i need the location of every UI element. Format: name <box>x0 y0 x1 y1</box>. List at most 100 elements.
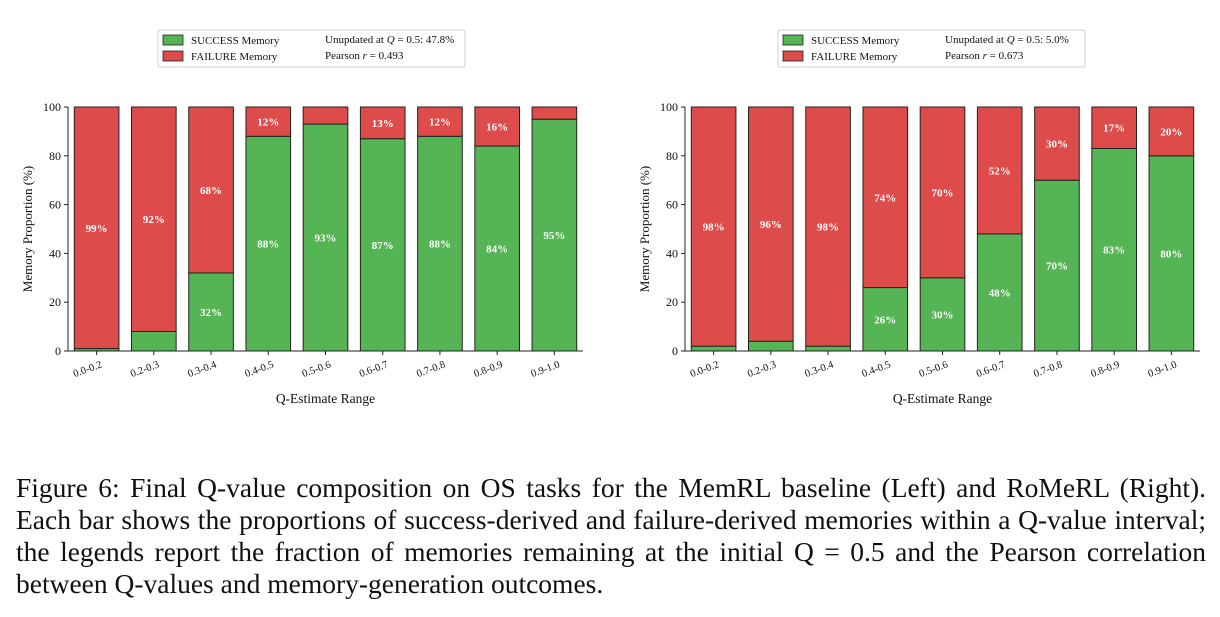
data-label-failure: 70% <box>932 187 954 199</box>
bar-failure <box>417 106 463 137</box>
data-label-failure: 98% <box>703 222 725 234</box>
data-label-failure: 12% <box>429 117 451 129</box>
y-tick-label: 100 <box>43 100 61 114</box>
y-tick-label: 80 <box>666 149 678 163</box>
x-tick-label: 0.7-0.8 <box>415 359 447 380</box>
y-tick-label: 80 <box>49 149 61 163</box>
bar-failure <box>531 106 578 120</box>
data-label-success: 88% <box>257 239 279 251</box>
x-tick-label: 0.7-0.8 <box>1032 359 1064 380</box>
data-label-success: 32% <box>200 307 222 319</box>
data-label-success: 70% <box>1046 261 1068 273</box>
y-tick-label: 0 <box>672 344 678 358</box>
data-label-success: 84% <box>486 244 508 256</box>
legend-pearson: Pearson r = 0.673 <box>945 50 1024 62</box>
bar-failure <box>805 106 851 347</box>
y-tick-label: 60 <box>49 198 61 212</box>
data-label-failure: 68% <box>200 185 222 197</box>
bar-failure <box>131 106 177 332</box>
bar-success <box>131 330 177 352</box>
x-tick-label: 0.8-0.9 <box>472 359 504 380</box>
x-tick-label: 0.2-0.3 <box>129 359 161 380</box>
data-label-failure: 17% <box>1103 123 1125 135</box>
data-label-success: 83% <box>1103 245 1125 257</box>
bar-success <box>748 340 794 352</box>
bar-success <box>690 345 737 352</box>
data-label-success: 26% <box>874 314 896 326</box>
y-tick-label: 20 <box>666 295 678 309</box>
data-label-success: 80% <box>1160 248 1182 260</box>
y-tick-label: 20 <box>49 295 61 309</box>
x-tick-label: 0.0-0.2 <box>689 359 721 380</box>
data-label-failure: 30% <box>1046 139 1068 151</box>
x-tick-label: 0.6-0.7 <box>975 359 1007 380</box>
bar-failure <box>1148 106 1195 157</box>
data-label-failure: 16% <box>486 122 508 134</box>
bar-failure <box>245 106 292 137</box>
bar-success <box>302 123 349 352</box>
y-tick-label: 100 <box>660 100 678 114</box>
x-axis-label: Q-Estimate Range <box>893 391 992 406</box>
figure-caption: Figure 6: Final Q-value composition on O… <box>16 472 1206 599</box>
bar-failure <box>1091 106 1137 149</box>
data-label-success: 88% <box>429 239 451 251</box>
data-label-success: 87% <box>372 240 394 252</box>
legend-unupdated: Unupdated at Q = 0.5: 47.8% <box>325 34 454 46</box>
data-label-failure: 98% <box>817 222 839 234</box>
figure: 99% 0.0-0.2 92% 0.2-0.3 32% 68% 0.3-0.4 88% 12% 0… <box>20 29 1200 406</box>
legend-frame <box>157 29 466 68</box>
x-tick-label: 0.4-0.5 <box>861 359 893 380</box>
x-tick-label: 0.9-1.0 <box>1147 359 1179 380</box>
legend-label: FAILURE Memory <box>811 51 898 63</box>
legend-unupdated: Unupdated at Q = 0.5: 5.0% <box>945 34 1069 46</box>
y-tick-label: 40 <box>49 246 61 260</box>
y-tick-label: 40 <box>666 246 678 260</box>
bar-success <box>919 277 966 352</box>
bar-success <box>1148 155 1195 352</box>
bar-failure <box>748 106 794 342</box>
data-label-success: 93% <box>315 233 337 245</box>
x-tick-label: 0.5-0.6 <box>301 359 333 380</box>
legend-swatch <box>782 34 804 46</box>
y-tick-label: 0 <box>55 344 61 358</box>
bar-success <box>976 233 1023 352</box>
x-tick-label: 0.4-0.5 <box>244 359 276 380</box>
bar-failure <box>1034 106 1080 181</box>
x-tick-label: 0.2-0.3 <box>746 359 778 380</box>
data-label-success: 95% <box>543 230 565 242</box>
bar-failure <box>188 106 234 274</box>
x-axis-label: Q-Estimate Range <box>276 391 375 406</box>
y-axis-label: Memory Proportion (%) <box>637 166 652 292</box>
legend-label: SUCCESS Memory <box>191 35 280 47</box>
y-tick-label: 60 <box>666 198 678 212</box>
data-label-failure: 99% <box>86 223 108 235</box>
x-tick-label: 0.8-0.9 <box>1089 359 1121 380</box>
data-label-success: 30% <box>932 309 954 321</box>
x-tick-label: 0.3-0.4 <box>186 359 218 380</box>
x-tick-label: 0.9-1.0 <box>530 359 562 380</box>
legend-swatch <box>162 50 184 62</box>
legend: SUCCESS Memory FAILURE Memory Unupdated at… <box>777 29 1086 68</box>
bar-failure <box>359 106 406 140</box>
legend: SUCCESS Memory FAILURE Memory Unupdated at… <box>157 29 466 68</box>
data-label-failure: 52% <box>989 165 1011 177</box>
bar-failure <box>862 106 909 289</box>
legend-swatch <box>162 34 184 46</box>
bar-failure <box>976 106 1023 235</box>
legend-label: SUCCESS Memory <box>811 35 900 47</box>
bar-failure <box>302 106 349 125</box>
chart-panel-left: 99% 0.0-0.2 92% 0.2-0.3 32% 68% 0.3-0.4 88% 12% 0… <box>20 29 583 406</box>
data-label-failure: 92% <box>143 214 165 226</box>
legend-frame <box>777 29 1086 68</box>
data-label-failure: 12% <box>257 117 279 129</box>
x-tick-label: 0.0-0.2 <box>72 359 104 380</box>
legend-label: FAILURE Memory <box>191 51 278 63</box>
x-tick-label: 0.3-0.4 <box>803 359 835 380</box>
bar-failure <box>73 106 120 350</box>
chart-panel-right: 98% 0.0-0.2 96% 0.2-0.3 98% 0.3-0.4 26% 74% 0.4-… <box>637 29 1200 406</box>
legend-swatch <box>782 50 804 62</box>
data-label-success: 48% <box>989 287 1011 299</box>
x-tick-label: 0.6-0.7 <box>358 359 390 380</box>
bar-failure <box>690 106 737 347</box>
legend-pearson: Pearson r = 0.493 <box>325 50 404 62</box>
